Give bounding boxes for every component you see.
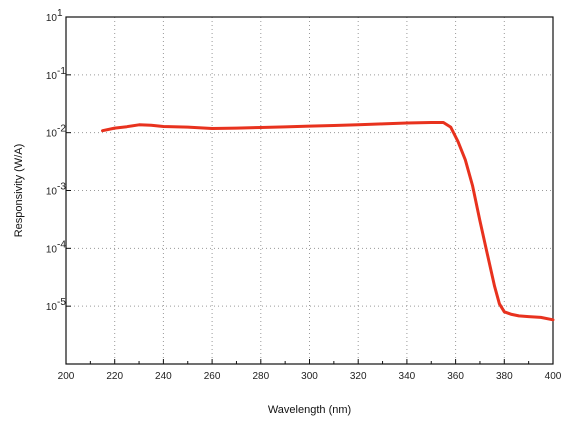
y-axis-label: Responsivity (W/A) [13, 144, 25, 238]
x-tick-label: 200 [58, 371, 75, 382]
x-tick-label: 300 [301, 371, 318, 382]
grid-lines [66, 17, 553, 364]
y-tick-exponent: -3 [57, 182, 66, 193]
y-axis-ticks: 10 110 -110 -210 -310 -410 -5 [46, 8, 71, 313]
y-tick-exponent: -5 [57, 297, 66, 308]
x-tick-label: 400 [545, 371, 562, 382]
y-tick-label: 10 [46, 302, 58, 313]
x-tick-label: 260 [204, 371, 221, 382]
x-tick-label: 220 [106, 371, 123, 382]
y-tick-exponent: -4 [57, 239, 66, 250]
y-tick-label: 10 [46, 13, 58, 24]
y-tick-exponent: 1 [57, 8, 63, 19]
x-axis-label: Wavelength (nm) [268, 404, 351, 416]
y-tick-label: 10 [46, 129, 58, 140]
x-axis-ticks: 200 220 240 260 280 300 320 340 360 380 400 [58, 359, 562, 382]
y-tick-label: 10 [46, 71, 58, 82]
series-line [101, 121, 555, 322]
y-tick-label: 10 [46, 244, 58, 255]
y-tick-label: 10 [46, 187, 58, 198]
x-tick-label: 320 [350, 371, 367, 382]
y-tick-exponent: -1 [57, 66, 66, 77]
x-tick-label: 380 [496, 371, 513, 382]
x-tick-label: 240 [155, 371, 172, 382]
x-tick-label: 360 [447, 371, 464, 382]
y-tick-exponent: -2 [57, 124, 66, 135]
series-group [101, 121, 555, 322]
x-tick-label: 340 [399, 371, 416, 382]
x-tick-label: 280 [252, 371, 269, 382]
